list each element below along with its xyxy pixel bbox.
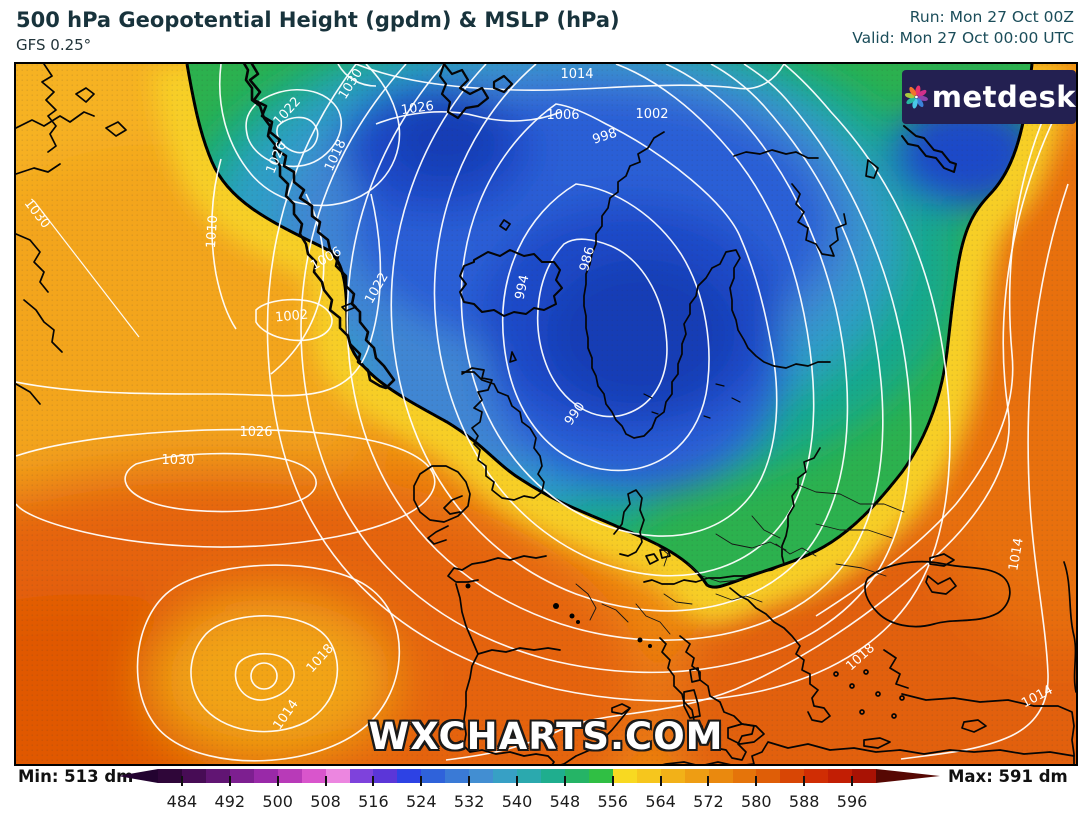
logo-petal xyxy=(906,97,916,105)
colorbar-band xyxy=(804,769,829,783)
colorbar xyxy=(158,769,877,783)
isobar-label: 1026 xyxy=(400,99,435,118)
logo-petal xyxy=(909,86,917,96)
isobar-label: 1002 xyxy=(275,308,309,326)
colorbar-band xyxy=(660,769,685,783)
metdesk-flower-icon xyxy=(904,85,928,109)
colorbar-tick-label: 540 xyxy=(501,792,533,811)
isobar-label: 1030 xyxy=(161,453,194,468)
colorbar-tick-label: 524 xyxy=(405,792,437,811)
colorbar-band xyxy=(852,769,877,783)
colorbar-band xyxy=(421,769,446,783)
metdesk-logo-text: metdesk xyxy=(931,80,1076,114)
colorbar-band xyxy=(756,769,781,783)
run-valid-block: Run: Mon 27 Oct 00Z Valid: Mon 27 Oct 00… xyxy=(852,7,1074,49)
isobar-label: 1014 xyxy=(560,67,593,82)
colorbar-tick-label: 516 xyxy=(358,792,389,811)
colorbar-tick-label: 596 xyxy=(836,792,868,811)
colorbar-band xyxy=(277,769,302,783)
coastlines xyxy=(16,64,1076,764)
colorbar-band xyxy=(373,769,398,783)
colorbar-tick-label: 508 xyxy=(310,792,341,811)
colorbar-tick-label: 556 xyxy=(597,792,628,811)
isobar-label: 998 xyxy=(591,126,619,148)
colorbar-band xyxy=(493,769,518,783)
colorbar-band xyxy=(780,769,805,783)
colorbar-band xyxy=(588,769,613,783)
isobar-label: 994 xyxy=(513,274,533,301)
wxcharts-watermark: WXCHARTS.COM xyxy=(368,715,724,758)
logo-petal xyxy=(917,89,927,97)
colorbar-band xyxy=(612,769,637,783)
colorbar-band xyxy=(708,769,733,783)
colorbar-band xyxy=(469,769,494,783)
colorbar-left-arrow xyxy=(118,769,158,783)
colorbar-band xyxy=(732,769,757,783)
map-canvas: 1014 1006 1002 998 1030 1026 1022 1026 1018 1010 1… xyxy=(14,62,1078,766)
colorbar-band xyxy=(229,769,254,783)
colorbar-band xyxy=(445,769,470,783)
colorbar-band xyxy=(349,769,374,783)
isobar-lines xyxy=(16,64,1069,762)
colorbar-band xyxy=(564,769,589,783)
metdesk-logo: metdesk xyxy=(902,70,1076,124)
colorbar-tick-label: 580 xyxy=(741,792,772,811)
isobar-label: 1014 xyxy=(1006,537,1027,572)
colorbar-band xyxy=(181,769,206,783)
field-layers xyxy=(16,64,1076,764)
colorbar-tick-label: 572 xyxy=(693,792,724,811)
colorbar-band xyxy=(541,769,565,783)
colorbar-band xyxy=(158,769,182,783)
colorbar-band xyxy=(684,769,709,783)
colorbar-min-label: Min: 513 dm xyxy=(18,767,134,786)
colorbar-band xyxy=(301,769,326,783)
colorbar-band xyxy=(517,769,541,783)
colorbar-band xyxy=(397,769,422,783)
colorbar-max-label: Max: 591 dm xyxy=(948,767,1068,786)
colorbar-tick-label: 492 xyxy=(214,792,246,811)
colorbar-right-arrow xyxy=(876,769,940,783)
colorbar-tick-label: 484 xyxy=(166,792,198,811)
colorbar-tick-label: 532 xyxy=(453,792,485,811)
colorbar-tick-label: 564 xyxy=(645,792,676,811)
colorbar-tick-labels: 484 492 500 508 516 524 532 540 548 556 564 572 580 5… xyxy=(158,792,876,814)
isobar-label: 1026 xyxy=(239,425,272,440)
colorbar-tick-label: 588 xyxy=(788,792,820,811)
colorbar-tick-label: 548 xyxy=(549,792,581,811)
colorbar-band xyxy=(205,769,230,783)
isobar-label: 1006 xyxy=(546,108,579,123)
colorbar-tick-label: 500 xyxy=(262,792,293,811)
run-text: Run: Mon 27 Oct 00Z xyxy=(909,8,1074,26)
colorbar-band xyxy=(828,769,853,783)
model-subtitle: GFS 0.25° xyxy=(16,36,92,54)
valid-text: Valid: Mon 27 Oct 00:00 UTC xyxy=(852,29,1074,47)
colorbar-band xyxy=(253,769,278,783)
page-title: 500 hPa Geopotential Height (gpdm) & MSL… xyxy=(16,8,620,32)
colorbar-band xyxy=(636,769,661,783)
colorbar-band xyxy=(325,769,350,783)
isobar-label: 986 xyxy=(577,245,598,273)
logo-petal xyxy=(916,98,924,108)
isobar-label: 1010 xyxy=(204,215,221,249)
isobar-label: 1002 xyxy=(635,107,668,122)
